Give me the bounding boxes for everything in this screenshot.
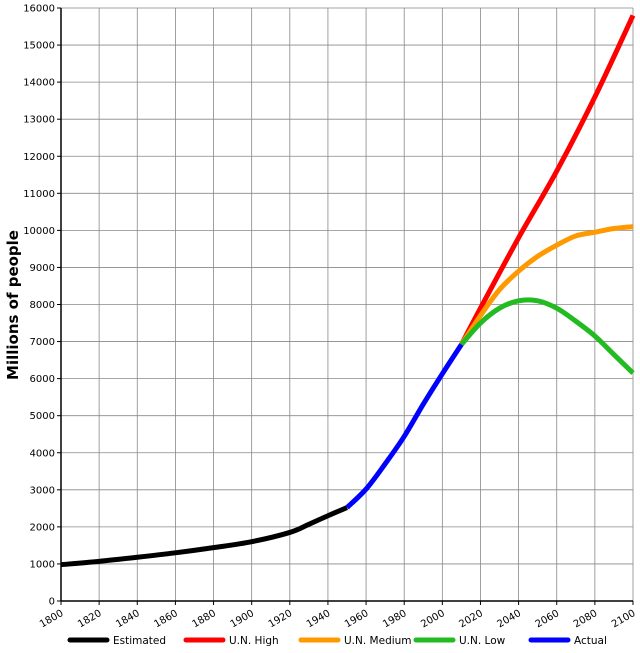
x-tick-label: 2020 (457, 608, 485, 630)
x-tick-label: 1920 (267, 608, 295, 630)
legend-item: U.N. High (183, 635, 279, 647)
legend-item: Actual (528, 635, 607, 647)
legend-item: U.N. Medium (298, 635, 412, 647)
x-tick-label: 2000 (419, 608, 447, 630)
x-tick-label: 1960 (343, 608, 371, 630)
legend-label: U.N. Low (459, 635, 506, 647)
series-line-estimated (60, 505, 348, 568)
legend: Estimated U.N. High U.N. Medium U.N. Low Act… (67, 635, 607, 647)
axes: 1800 1820 1840 1860 1880 1900 1920 1940 1960 1980… (23, 4, 637, 631)
legend-label: U.N. Medium (344, 635, 412, 647)
y-tick-label: 5000 (30, 411, 55, 422)
series-line-u-n-medium (459, 224, 634, 346)
y-tick-label: 16000 (23, 4, 55, 15)
y-tick-label: 3000 (30, 485, 55, 496)
legend-item: U.N. Low (413, 635, 506, 647)
x-tick-label: 1980 (381, 608, 409, 630)
grid (60, 7, 634, 602)
x-tick-label: 2060 (534, 608, 562, 630)
x-tick-label: 2100 (610, 608, 638, 630)
series-line-u-n-low (459, 297, 635, 375)
y-tick-label: 10000 (23, 226, 55, 237)
x-tick-label: 1940 (305, 608, 333, 630)
y-tick-label: 11000 (23, 189, 55, 200)
legend-item: Estimated (67, 635, 166, 647)
y-tick-label: 1000 (30, 559, 55, 570)
y-axis-label: Millions of people (4, 230, 22, 380)
x-tick-label: 1900 (229, 608, 257, 630)
legend-label: U.N. High (229, 635, 279, 647)
x-tick-label: 1800 (38, 608, 66, 630)
x-tick-label: 2040 (496, 608, 524, 630)
legend-label: Actual (574, 635, 607, 647)
series-line-u-n-high (459, 14, 636, 346)
x-tick-label: 1820 (76, 608, 104, 630)
y-tick-label: 0 (49, 597, 55, 608)
x-tick-label: 1880 (190, 608, 218, 630)
x-tick-label: 1860 (152, 608, 180, 630)
y-tick-label: 15000 (23, 41, 55, 52)
y-tick-label: 6000 (30, 374, 55, 385)
y-tick-label: 12000 (23, 152, 55, 163)
y-tick-label: 2000 (30, 522, 55, 533)
y-tick-label: 8000 (30, 300, 55, 311)
y-tick-label: 13000 (23, 115, 55, 126)
x-tick-label: 1840 (114, 608, 142, 630)
series-lines (60, 14, 636, 568)
y-tick-label: 9000 (30, 263, 55, 274)
x-tick-label: 2080 (572, 608, 600, 630)
y-tick-label: 7000 (30, 337, 55, 348)
y-tick-label: 4000 (30, 448, 55, 459)
y-tick-label: 14000 (23, 78, 55, 89)
series-line-actual (345, 343, 464, 510)
legend-label: Estimated (113, 635, 166, 647)
